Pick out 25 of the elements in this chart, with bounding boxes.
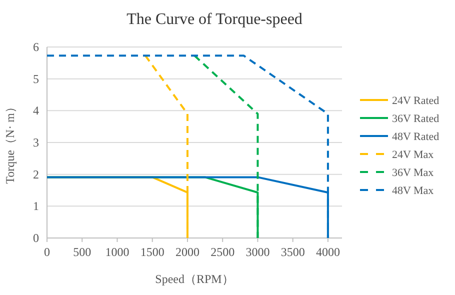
x-tick-label: 3000 [246, 245, 270, 259]
y-tick-label: 0 [33, 231, 39, 245]
x-tick-label: 1500 [140, 245, 164, 259]
legend-label: 24V Rated [392, 95, 440, 107]
legend-label: 48V Rated [392, 131, 440, 143]
legend-label: 36V Max [392, 167, 434, 179]
x-tick-label: 4000 [316, 245, 340, 259]
x-tick-label: 500 [73, 245, 92, 259]
x-tick-label: 1000 [105, 245, 130, 259]
y-tick-label: 3 [33, 136, 39, 150]
x-tick-label: 2000 [175, 245, 200, 259]
y-tick-label: 2 [33, 167, 39, 182]
x-tick-label: 0 [44, 245, 50, 259]
y-axis-title: Torque（N· m） [3, 101, 17, 184]
x-tick-label: 2500 [210, 245, 235, 259]
legend-label: 36V Rated [392, 113, 440, 125]
x-tick-label: 3500 [280, 245, 305, 259]
chart-title: The Curve of Torque-speed [126, 11, 302, 28]
legend-label: 48V Max [392, 185, 434, 197]
y-tick-label: 1 [33, 199, 39, 214]
y-tick-label: 5 [33, 72, 39, 86]
y-tick-label: 4 [33, 104, 39, 118]
legend-label: 24V Max [392, 149, 434, 161]
y-tick-label: 6 [33, 40, 39, 54]
x-axis-title: Speed（RPM） [155, 272, 234, 286]
